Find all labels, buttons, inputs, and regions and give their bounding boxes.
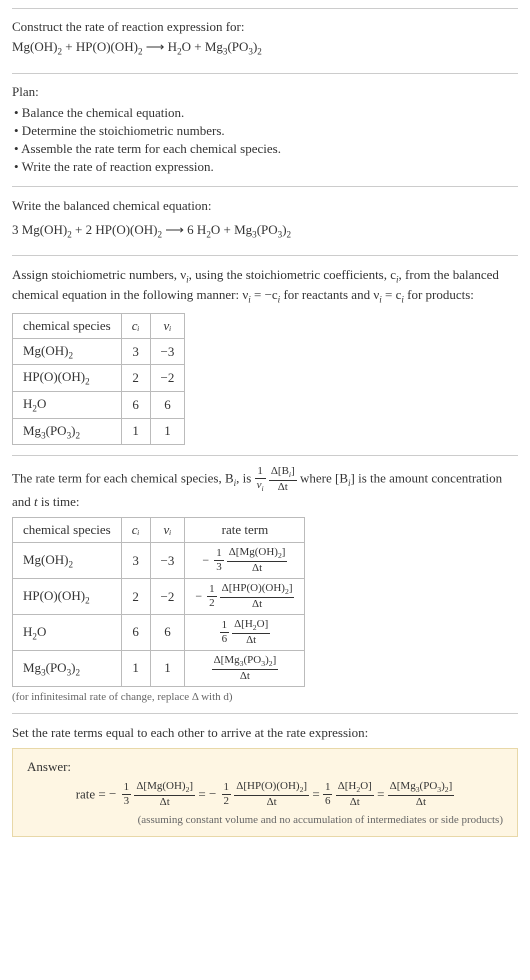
balanced-label: Write the balanced chemical equation: bbox=[12, 197, 518, 215]
plan-label: Plan: bbox=[12, 84, 518, 100]
unbalanced-equation: Mg(OH)2 + HP(O)(OH)2 ⟶ H2O + Mg3(PO3)2 bbox=[12, 39, 518, 57]
fraction: Δ[Bi] Δt bbox=[269, 466, 297, 493]
assumption-note: (assuming constant volume and no accumul… bbox=[27, 814, 503, 826]
stoich-section: Assign stoichiometric numbers, νi, using… bbox=[12, 255, 518, 455]
infinitesimal-note: (for infinitesimal rate of change, repla… bbox=[12, 691, 518, 703]
stoich-table: chemical species cᵢ νᵢ Mg(OH)2 3 −3 HP(O… bbox=[12, 313, 185, 445]
rate-paragraph: The rate term for each chemical species,… bbox=[12, 466, 518, 511]
plan-bullet-1: • Balance the chemical equation. bbox=[12, 104, 518, 122]
problem-section: Construct the rate of reaction expressio… bbox=[12, 8, 518, 73]
col-rate-term: rate term bbox=[185, 518, 305, 543]
balanced-section: Write the balanced chemical equation: 3 … bbox=[12, 186, 518, 255]
plan-bullet-4: • Write the rate of reaction expression. bbox=[12, 158, 518, 176]
table-row: HP(O)(OH)2 2 −2 bbox=[13, 365, 185, 392]
answer-label: Answer: bbox=[27, 759, 503, 775]
table-row: H2O 6 6 16 Δ[H2O]Δt bbox=[13, 614, 305, 650]
final-paragraph: Set the rate terms equal to each other t… bbox=[12, 724, 518, 742]
table-row: Mg3(PO3)2 1 1 Δ[Mg3(PO3)2]Δt bbox=[13, 650, 305, 686]
table-row: H2O 6 6 bbox=[13, 391, 185, 418]
final-section: Set the rate terms equal to each other t… bbox=[12, 713, 518, 847]
col-vi: νᵢ bbox=[150, 518, 185, 543]
col-species: chemical species bbox=[13, 313, 122, 338]
table-row: Mg(OH)2 3 −3 bbox=[13, 338, 185, 365]
table-header-row: chemical species cᵢ νᵢ rate term bbox=[13, 518, 305, 543]
plan-bullet-2: • Determine the stoichiometric numbers. bbox=[12, 122, 518, 140]
rate-expression: rate = − 13 Δ[Mg(OH)2]Δt = − 12 Δ[HP(O)(… bbox=[27, 781, 503, 808]
rate-table: chemical species cᵢ νᵢ rate term Mg(OH)2… bbox=[12, 517, 305, 687]
answer-box: Answer: rate = − 13 Δ[Mg(OH)2]Δt = − 12 … bbox=[12, 748, 518, 837]
reaction-arrow: ⟶ bbox=[162, 222, 187, 237]
plan-bullet-3: • Assemble the rate term for each chemic… bbox=[12, 140, 518, 158]
rate-section: The rate term for each chemical species,… bbox=[12, 455, 518, 713]
plan-section: Plan: • Balance the chemical equation. •… bbox=[12, 73, 518, 187]
fraction: 1 νi bbox=[255, 466, 266, 493]
problem-title: Construct the rate of reaction expressio… bbox=[12, 19, 518, 35]
col-vi: νᵢ bbox=[150, 313, 185, 338]
reaction-arrow: ⟶ bbox=[143, 39, 168, 54]
balanced-equation: 3 Mg(OH)2 + 2 HP(O)(OH)2 ⟶ 6 H2O + Mg3(P… bbox=[12, 222, 518, 240]
col-ci: cᵢ bbox=[121, 313, 150, 338]
table-header-row: chemical species cᵢ νᵢ bbox=[13, 313, 185, 338]
eq-reactant-1: Mg(OH) bbox=[12, 39, 58, 54]
table-row: HP(O)(OH)2 2 −2 − 12 Δ[HP(O)(OH)2]Δt bbox=[13, 579, 305, 615]
stoich-paragraph: Assign stoichiometric numbers, νi, using… bbox=[12, 266, 518, 307]
col-species: chemical species bbox=[13, 518, 122, 543]
table-row: Mg3(PO3)2 1 1 bbox=[13, 418, 185, 445]
table-row: Mg(OH)2 3 −3 − 13 Δ[Mg(OH)2]Δt bbox=[13, 543, 305, 579]
col-ci: cᵢ bbox=[121, 518, 150, 543]
